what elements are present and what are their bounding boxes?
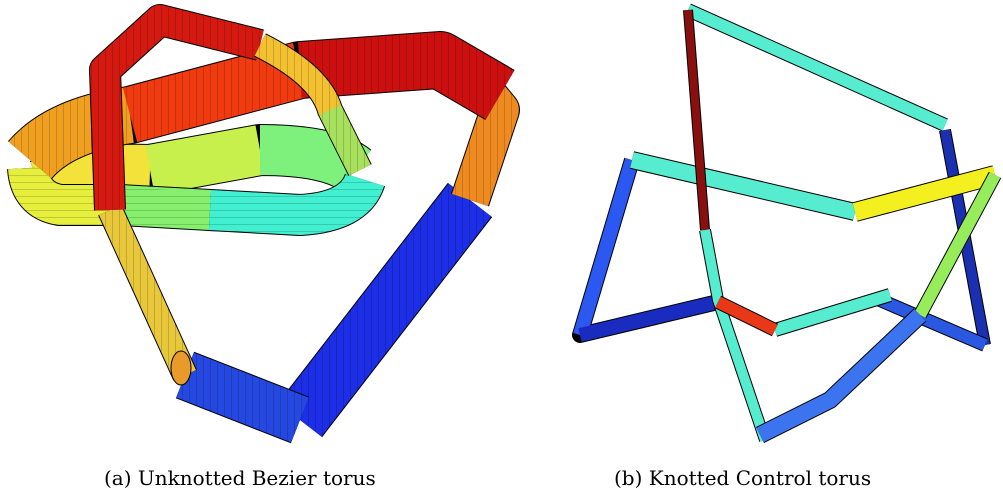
torus-a-top-band <box>7 31 515 180</box>
torus-b-yellow-segment <box>852 165 998 222</box>
torus-b-top-path <box>629 3 948 221</box>
torus-a-upper-loop <box>89 4 372 211</box>
torus-a-left-leg <box>98 204 197 386</box>
torus-a-right-leg <box>277 182 493 438</box>
caption-a: (a) Unknotted Bezier torus <box>104 466 376 490</box>
torus-b-red-strut <box>683 9 710 231</box>
torus-b-left-frame <box>572 157 720 343</box>
torus-a-bottom <box>175 351 310 444</box>
torus-b-inner-path <box>699 228 893 442</box>
control-torus-figure <box>572 3 1002 444</box>
torus-b-bottom <box>755 308 927 444</box>
torus-a-back-loop <box>7 124 386 236</box>
bezier-torus-figure <box>7 4 520 444</box>
torus-b-green-leg <box>913 171 1002 319</box>
torus-b-orange-segment <box>714 295 779 337</box>
caption-b: (b) Knotted Control torus <box>614 466 872 490</box>
